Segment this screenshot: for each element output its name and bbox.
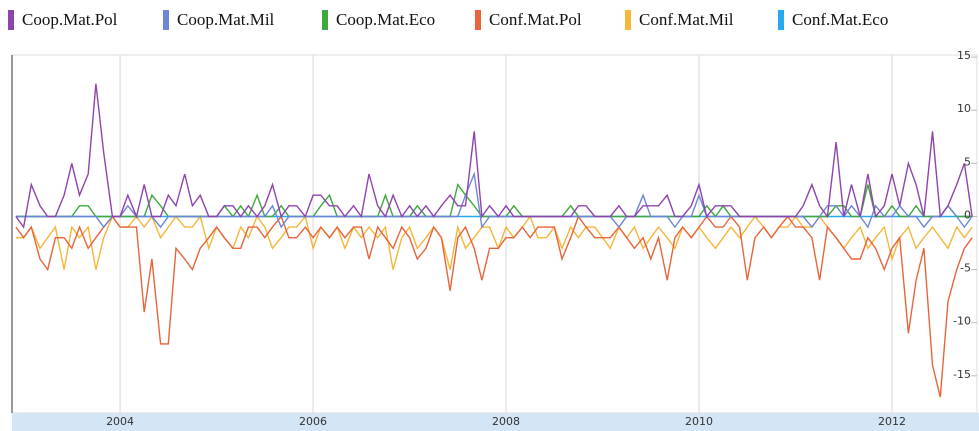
y-tick-label: 10: [957, 102, 971, 115]
legend: Coop.Mat.Pol Coop.Mat.Mil Coop.Mat.Eco Conf…: [8, 10, 888, 30]
y-tick-label: 5: [964, 155, 971, 168]
y-tick-label: 0: [964, 208, 971, 221]
y-tick-label: -15: [953, 368, 971, 381]
legend-label: Coop.Mat.Eco: [336, 10, 435, 29]
x-tick-label: 2012: [878, 415, 906, 428]
legend-swatch: [8, 10, 14, 30]
x-tick-label: 2006: [299, 415, 327, 428]
x-axis-band: [12, 413, 979, 431]
x-tick-label: 2010: [685, 415, 713, 428]
legend-label: Conf.Mat.Mil: [639, 10, 734, 29]
labels: 2004 2006 2008 2010 2012 -15 -10 -5 0 5 10 15: [106, 49, 971, 428]
x-tick-label: 2004: [106, 415, 134, 428]
legend-swatch: [778, 10, 784, 30]
series-line: [15, 83, 973, 229]
legend-label: Conf.Mat.Pol: [489, 10, 582, 29]
legend-label: Coop.Mat.Pol: [22, 10, 118, 29]
legend-swatch: [625, 10, 631, 30]
legend-swatch: [475, 10, 481, 30]
series-line: [15, 171, 973, 229]
legend-swatch: [322, 10, 328, 30]
lines: [15, 83, 973, 398]
y-tick-label: -10: [953, 315, 971, 328]
y-tick-label: 15: [957, 49, 971, 62]
legend-label: Coop.Mat.Mil: [177, 10, 275, 29]
legend-label: Conf.Mat.Eco: [792, 10, 888, 29]
grid: [119, 55, 977, 413]
series-line: [15, 215, 973, 398]
y-tick-label: -5: [960, 262, 971, 275]
x-tick-label: 2008: [492, 415, 520, 428]
legend-swatch: [163, 10, 169, 30]
